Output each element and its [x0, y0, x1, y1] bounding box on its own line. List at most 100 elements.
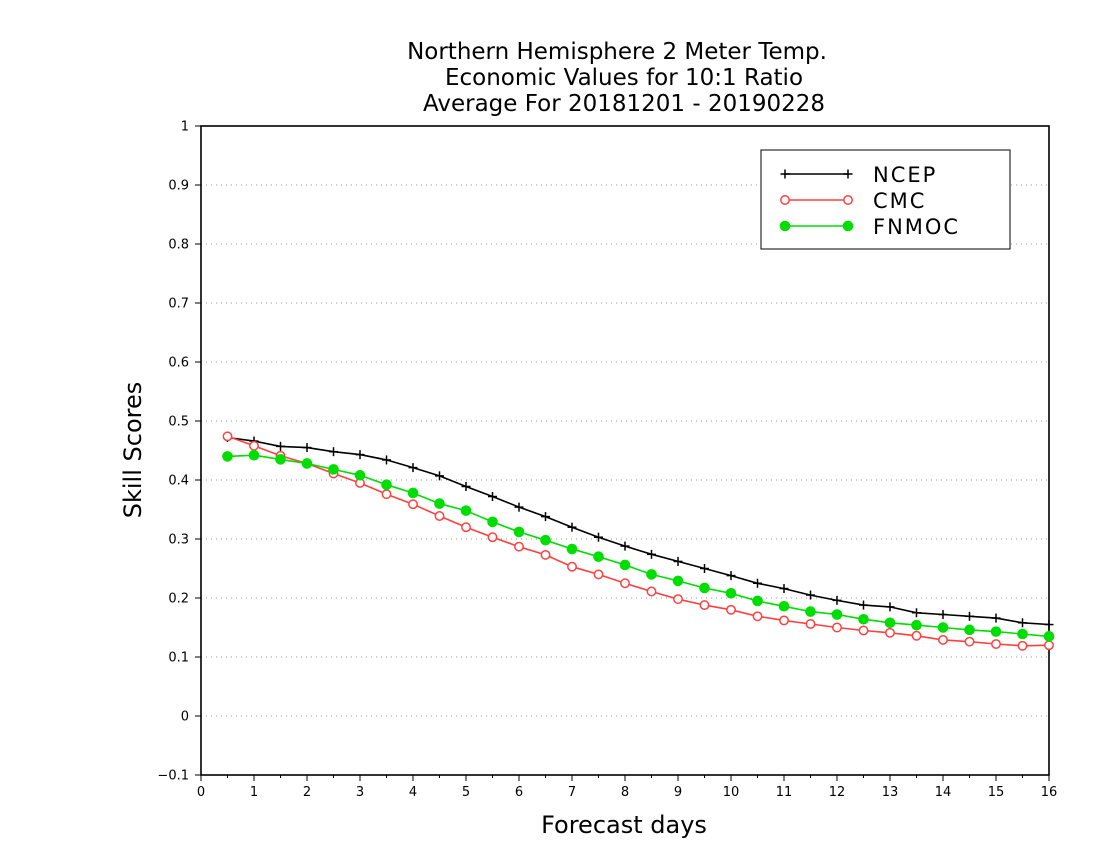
- y-tick-label-4: 0.3: [168, 533, 189, 548]
- y-tick-label-6: 0.5: [168, 415, 189, 430]
- y-tick-label-10: 0.9: [168, 179, 189, 194]
- point-ncep-31: [1044, 620, 1054, 630]
- y-tick-label-0: −0.1: [157, 769, 189, 784]
- point-cmc-16: [646, 586, 657, 597]
- legend-marker-left-fnmoc: [779, 220, 791, 232]
- legend-marker-left-cmc: [780, 195, 790, 205]
- point-cmc-22: [805, 619, 816, 629]
- point-cmc-11: [514, 541, 524, 552]
- series-cmc: [222, 431, 1054, 651]
- point-ncep-22: [806, 590, 815, 600]
- point-cmc-0: [222, 431, 233, 442]
- x-tick-label-1: 1: [250, 785, 258, 800]
- point-ncep-20: [753, 578, 762, 588]
- point-ncep-26: [912, 608, 921, 618]
- axes: −0.100.10.20.30.40.50.60.70.80.910 1 2 3 4 5 6…: [157, 120, 1057, 801]
- point-ncep-4: [329, 447, 338, 457]
- point-cmc-15: [620, 578, 630, 589]
- point-ncep-17: [673, 556, 683, 566]
- point-fnmoc-11: [513, 526, 525, 538]
- point-fnmoc-2: [275, 454, 286, 465]
- point-ncep-13: [567, 522, 577, 532]
- point-ncep-15: [620, 541, 630, 551]
- point-fnmoc-26: [911, 619, 922, 631]
- title-line-1: Northern Hemisphere 2 Meter Temp.: [407, 39, 827, 65]
- point-ncep-11: [514, 502, 524, 512]
- point-ncep-29: [991, 613, 1001, 623]
- point-cmc-12: [540, 549, 551, 560]
- point-fnmoc-27: [937, 622, 949, 633]
- point-ncep-18: [700, 564, 709, 573]
- series-fnmoc: [222, 449, 1055, 642]
- point-fnmoc-15: [619, 559, 631, 571]
- point-ncep-7: [408, 463, 418, 473]
- point-fnmoc-30: [1017, 628, 1028, 640]
- point-fnmoc-7: [407, 487, 419, 499]
- point-cmc-6: [381, 489, 392, 500]
- point-fnmoc-17: [672, 575, 684, 587]
- x-tick-label-13: 13: [882, 785, 899, 800]
- legend-label-cmc: CMC: [873, 189, 926, 213]
- point-cmc-29: [991, 639, 1001, 649]
- series-ncep: [223, 433, 1054, 630]
- point-ncep-6: [382, 455, 391, 465]
- x-tick-label-4: 4: [409, 785, 417, 800]
- title-line-2: Economic Values for 10:1 Ratio: [445, 65, 803, 91]
- point-fnmoc-24: [858, 613, 869, 625]
- point-cmc-20: [752, 611, 763, 622]
- point-fnmoc-13: [566, 543, 578, 555]
- y-tick-label-8: 0.7: [168, 297, 189, 312]
- legend-item-fnmoc: FNMOC: [779, 215, 960, 239]
- legend-label-ncep: NCEP: [873, 163, 937, 187]
- y-tick-label-9: 0.8: [168, 238, 189, 253]
- legend-marker-left-ncep: [780, 169, 790, 179]
- point-cmc-28: [964, 636, 975, 647]
- point-ncep-5: [355, 450, 365, 460]
- legend-marker-right-ncep: [843, 169, 853, 179]
- point-fnmoc-18: [699, 582, 710, 594]
- x-tick-label-2: 2: [303, 785, 311, 800]
- x-tick-label-7: 7: [568, 785, 576, 800]
- point-ncep-10: [488, 492, 497, 502]
- x-tick-label-9: 9: [674, 785, 682, 800]
- point-cmc-23: [832, 622, 842, 633]
- point-ncep-30: [1018, 618, 1027, 628]
- point-cmc-19: [726, 604, 736, 615]
- point-fnmoc-25: [884, 617, 896, 629]
- legend-marker-right-cmc: [843, 195, 853, 205]
- y-tick-label-7: 0.6: [168, 356, 189, 371]
- point-fnmoc-3: [301, 458, 313, 469]
- y-tick-label-3: 0.2: [168, 592, 189, 607]
- y-tick-label-5: 0.4: [168, 474, 189, 489]
- point-fnmoc-16: [646, 569, 657, 580]
- point-cmc-18: [699, 600, 710, 611]
- point-fnmoc-6: [381, 479, 392, 491]
- point-cmc-9: [461, 522, 471, 533]
- x-tick-label-11: 11: [776, 785, 793, 800]
- legend-item-cmc: CMC: [780, 189, 926, 213]
- point-cmc-30: [1017, 640, 1028, 651]
- y-tick-label-11: 1: [181, 120, 189, 135]
- point-cmc-13: [567, 561, 577, 572]
- point-cmc-7: [408, 499, 418, 510]
- point-cmc-8: [434, 511, 445, 521]
- point-fnmoc-23: [831, 609, 843, 620]
- point-fnmoc-8: [434, 498, 445, 509]
- point-ncep-3: [302, 443, 312, 453]
- point-cmc-14: [593, 569, 604, 580]
- point-ncep-9: [461, 481, 471, 491]
- series-line-cmc: [227, 435, 1050, 647]
- legend-label-fnmoc: FNMOC: [873, 215, 960, 239]
- point-fnmoc-10: [487, 516, 498, 528]
- point-fnmoc-22: [805, 606, 816, 617]
- point-fnmoc-20: [752, 595, 763, 607]
- point-ncep-16: [647, 549, 656, 559]
- point-fnmoc-29: [990, 626, 1002, 637]
- point-fnmoc-28: [964, 624, 975, 636]
- point-ncep-21: [779, 584, 789, 594]
- x-tick-label-3: 3: [356, 785, 364, 800]
- series-line-fnmoc: [227, 454, 1050, 638]
- point-fnmoc-9: [460, 505, 472, 516]
- point-ncep-28: [965, 611, 974, 621]
